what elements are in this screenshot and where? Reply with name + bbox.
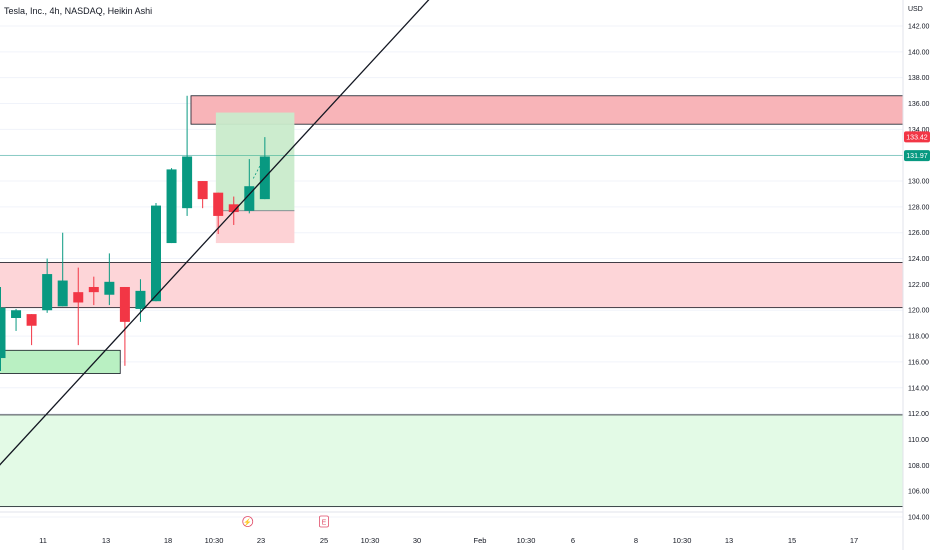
x-tick-label: 25: [320, 536, 328, 545]
candle-body[interactable]: [57, 280, 68, 307]
x-tick-label: Feb: [474, 536, 487, 545]
candle-body[interactable]: [228, 204, 239, 213]
title-sep-3: ,: [102, 6, 108, 16]
x-tick-label: 13: [725, 536, 733, 545]
x-tick-label: 18: [164, 536, 172, 545]
y-tick-label: 104.00: [908, 514, 930, 521]
y-tick-label: 106.00: [908, 489, 930, 496]
chart-style-label[interactable]: Heikin Ashi: [107, 6, 153, 16]
chart-title: Tesla, Inc., 4h, NASDAQ, Heikin Ashi: [4, 6, 152, 16]
currency-label[interactable]: USD: [908, 6, 923, 13]
x-tick-label: 10:30: [361, 536, 380, 545]
earnings-flash-circle[interactable]: [242, 516, 254, 527]
x-tick-label: 10:30: [517, 536, 536, 545]
exchange-label: NASDAQ: [64, 6, 103, 16]
y-tick-label: 108.00: [908, 463, 930, 470]
interval-label[interactable]: 4h: [49, 6, 60, 16]
candle-body[interactable]: [151, 205, 161, 302]
x-tick-label: 10:30: [205, 536, 224, 545]
earnings-e-box[interactable]: [319, 515, 329, 528]
trend-line[interactable]: [0, 0, 434, 469]
x-tick-label: 30: [413, 536, 421, 545]
y-tick-label: 136.00: [908, 101, 930, 108]
candle-body[interactable]: [119, 286, 130, 322]
y-tick-label: 124.00: [908, 256, 930, 263]
candle-body[interactable]: [73, 292, 84, 303]
candle-body[interactable]: [135, 290, 146, 309]
price-badge-label: 131.97: [906, 153, 928, 160]
x-tick-label: 13: [102, 536, 110, 545]
price-badge[interactable]: [904, 131, 930, 143]
y-tick-label: 110.00: [908, 437, 929, 444]
y-tick-label: 138.00: [908, 75, 930, 82]
position-profit-area[interactable]: [215, 112, 295, 211]
y-tick-label: 142.00: [908, 24, 930, 31]
y-tick-label: 118.00: [908, 334, 929, 341]
position-loss-area[interactable]: [215, 210, 295, 244]
demand-zone-wide[interactable]: [0, 414, 903, 508]
candle-body[interactable]: [166, 169, 177, 244]
price-badge-label: 133.42: [906, 134, 928, 141]
candle-body[interactable]: [104, 281, 115, 295]
y-tick-label: 130.00: [908, 179, 930, 186]
candle-body[interactable]: [88, 286, 99, 293]
price-badge[interactable]: [904, 150, 930, 162]
candle-body[interactable]: [197, 181, 208, 200]
x-tick-label: 10:30: [673, 536, 692, 545]
symbol-name[interactable]: Tesla, Inc.: [4, 6, 45, 16]
y-tick-label: 112.00: [908, 411, 929, 418]
candle-body[interactable]: [244, 186, 255, 211]
candle-body[interactable]: [26, 314, 37, 326]
title-sep-1: ,: [44, 6, 50, 16]
earnings-flash-icon: ⚡: [243, 518, 252, 527]
supply-zone-upper[interactable]: [190, 95, 903, 125]
y-tick-label: 116.00: [908, 359, 929, 366]
y-tick-label: 122.00: [908, 282, 930, 289]
y-tick-label: 114.00: [908, 385, 929, 392]
y-tick-label: 134.00: [908, 127, 930, 134]
supply-zone-lower[interactable]: [0, 262, 903, 309]
y-tick-label: 128.00: [908, 204, 930, 211]
candle-body[interactable]: [0, 307, 6, 359]
y-tick-label: 120.00: [908, 308, 930, 315]
candle-body[interactable]: [11, 310, 22, 318]
y-tick-label: 140.00: [908, 49, 930, 56]
title-sep-2: ,: [59, 6, 65, 16]
x-tick-label: 23: [257, 536, 265, 545]
candle-body[interactable]: [42, 274, 53, 311]
x-tick-label: 11: [39, 536, 47, 545]
candle-body[interactable]: [182, 156, 193, 209]
x-tick-label: 15: [788, 536, 796, 545]
candle-body[interactable]: [213, 192, 224, 216]
x-tick-label: 8: [634, 536, 638, 545]
x-tick-label: 6: [571, 536, 575, 545]
earnings-e-icon: E: [322, 520, 327, 527]
x-tick-label: 17: [850, 536, 858, 545]
y-tick-label: 126.00: [908, 230, 930, 237]
projection-dash: [252, 160, 264, 179]
